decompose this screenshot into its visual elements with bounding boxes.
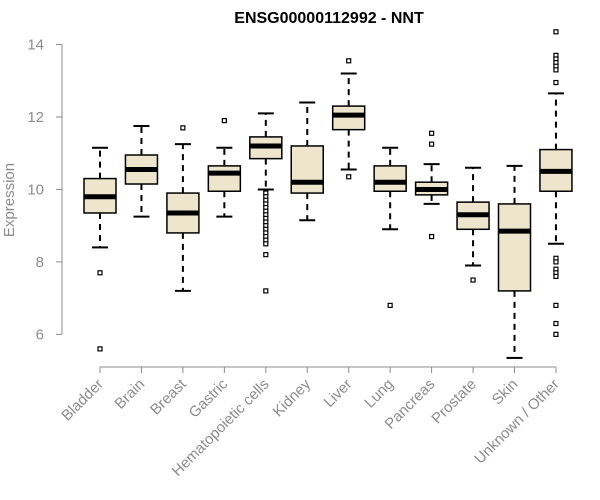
x-tick-label: Breast [147,375,190,418]
outlier-point [470,277,476,283]
outlier-point [97,270,103,276]
x-tick-label: Skin [489,376,522,409]
y-tick-label: 12 [27,109,44,126]
box-group [497,164,532,359]
outlier-point [346,58,352,64]
outlier-point [221,117,227,124]
box-group [83,146,117,352]
x-tick-label: Kidney [270,375,315,420]
outlier-point [553,67,559,73]
y-tick-label: 8 [36,254,44,271]
box-group [124,125,159,218]
box-group [166,125,200,292]
outlier-point [263,288,269,294]
box-group [249,112,283,294]
boxes-group [83,29,573,359]
x-tick-label: Prostate [428,376,480,428]
box-group [290,101,324,222]
y-axis: 6 8 10 12 14 [27,36,63,343]
box-iqr [331,105,366,131]
box-group [207,117,242,218]
y-tick-label: 6 [36,326,44,343]
box-iqr [290,145,324,194]
outlier-point [97,346,103,352]
outlier-point [553,302,559,308]
box-group [539,29,573,337]
y-axis-label: Expression [1,163,18,237]
outlier-point [553,331,559,337]
box-group [331,58,366,180]
x-tick-label: Brain [111,376,148,413]
x-tick-label: Liver [321,376,356,411]
x-tick-label: Lung [361,376,397,412]
outlier-point [263,252,269,258]
outlier-point [429,233,435,240]
box-iqr [497,203,532,292]
outlier-point [553,29,559,35]
y-tick-label: 14 [27,36,44,53]
outlier-point [263,241,269,247]
outlier-point [387,302,393,308]
box-group [373,146,407,308]
outlier-point [553,259,559,265]
box-group [414,130,449,240]
y-tick-label: 10 [27,181,44,198]
box-iqr [207,165,242,193]
chart-title: ENSG00000112992 - NNT [234,10,424,27]
outlier-point [553,320,559,327]
box-group [456,166,490,283]
outlier-point [553,273,559,280]
outlier-point [346,174,352,180]
outlier-point [180,125,186,131]
box-iqr [373,165,407,193]
outlier-point [429,141,435,147]
outlier-point [429,130,435,136]
x-tick-label: Bladder [58,376,107,425]
outlier-point [553,79,559,86]
